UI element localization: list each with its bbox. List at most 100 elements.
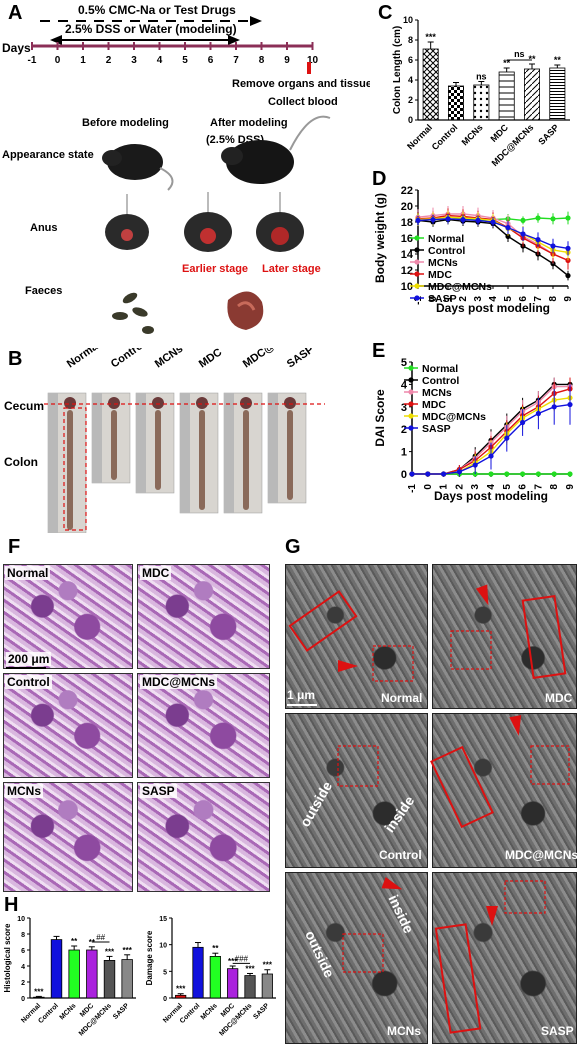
x-tick-label: MCNs [460,122,485,147]
significance-label: ** [71,937,78,946]
day-tick-label: 1 [80,55,86,66]
data-point [535,237,541,243]
earlier-stage-label: Earlier stage [182,263,248,275]
red-arrow-icon [486,906,498,926]
bar [523,68,540,121]
y-tick-label: 2 [21,980,25,987]
bar [33,996,45,999]
data-point [490,219,496,225]
panel-f-label: F [8,536,21,558]
later-stage-label: Later stage [262,263,321,275]
em-label-mdc-mcns: MDC@MCNs [505,848,579,862]
bar [448,85,465,121]
y-tick-label: 6 [21,948,25,955]
x-tick-label: 1 [439,484,450,490]
cecum-icon [196,397,208,409]
legend-marker [408,425,414,431]
faeces-dss-icon [227,291,264,330]
y-tick-label: 3 [401,402,407,414]
data-point [551,471,557,477]
bar [68,949,80,999]
y-tick-label: 0 [401,469,407,481]
bar [50,939,63,999]
microvilli-box [521,595,567,679]
data-point [505,225,511,231]
ruler-strip [224,393,234,513]
he-label-mcns: MCNs [5,784,44,798]
data-point [550,243,556,249]
x-tick-label: 0 [428,296,439,302]
bar [86,949,98,999]
y-tick-label: 5 [163,969,167,976]
x-tick-label: 6 [518,484,529,490]
legend-label: Control [422,375,459,387]
significance-label: *** [263,961,273,970]
colon-group-label: MDC [197,348,224,370]
significance-label: ** [554,55,562,65]
significance-label: ** [503,58,511,68]
remove-organs-text: Remove organs and tissues [232,78,370,90]
y-tick-label: 12 [401,265,413,277]
y-tick-label: 8 [408,35,413,45]
panel-a: A 0.5% CMC-Na or Test Drugs 2.5% DSS or … [0,0,370,350]
bar [473,84,490,121]
legend-label: MDC@MCNs [428,281,492,293]
panel-c: C 0 2 4 6 8 10 Colon Length (cm) *** Normal Contr… [370,0,579,170]
panel-e-label: E [372,340,386,362]
data-point [409,471,415,477]
mouse-before-icon [102,144,174,191]
microvilli-box [434,923,482,1034]
day-tick-label: 0 [55,55,61,66]
colon-group-label: MCNs [153,348,185,370]
bar [121,959,133,999]
em-tile-mcns [285,872,428,1044]
y-tick-label: 16 [401,233,413,245]
data-point [520,217,526,223]
y-tick-label: 10 [401,281,413,293]
microvilli-box [288,590,358,652]
y-tick-label: 2 [408,95,413,105]
timeline-svg: 0.5% CMC-Na or Test Drugs 2.5% DSS or Wa… [2,3,370,334]
data-point [456,469,462,475]
he-tile-mcns [3,782,133,892]
he-label-sasp: SASP [140,784,177,798]
legend-marker [414,259,420,265]
data-point [535,471,541,477]
legend-marker [408,413,414,419]
x-tick-label: Control [37,1002,60,1025]
significance-label: *** [122,946,132,955]
y-tick-label: 15 [159,916,167,923]
panel-h: H 0 2 4 6 8 10 Histological score *** Normal Cont… [0,894,283,1048]
cecum-icon [284,397,296,409]
data-point [430,217,436,223]
em-tile-sasp [432,872,577,1044]
day-tick-label: 7 [233,55,239,66]
microvilli-box [430,745,494,829]
day-tick-label: 9 [284,55,290,66]
he-tile-control [3,673,133,778]
em-tile-mdc [432,564,577,709]
drug-line-label: 0.5% CMC-Na or Test Drugs [78,3,236,17]
y-axis-label: DAI Score [373,389,387,447]
panel-h-label: H [4,894,19,916]
x-tick-label: MDC@MCNs [78,1002,113,1037]
day-tick-label: 3 [131,55,137,66]
em-label-mcns: MCNs [387,1024,422,1038]
he-label-normal: Normal [5,566,51,580]
colon-tissue [111,410,117,480]
x-tick-label: SASP [536,122,560,146]
legend-marker [408,401,414,407]
x-tick-label: 1 [443,296,454,302]
bar [261,973,273,999]
red-arrow-icon [381,876,403,890]
he-label-mdc-mcns: MDC@MCNs [140,675,218,689]
y-tick-label: 2 [401,424,407,436]
data-point [425,471,431,477]
legend-label: MDC@MCNs [422,411,486,423]
before-modeling-label: Before modeling [82,117,169,129]
red-arrow-icon [338,660,358,672]
y-tick-label: 10 [403,15,413,25]
junction-box [530,745,570,785]
